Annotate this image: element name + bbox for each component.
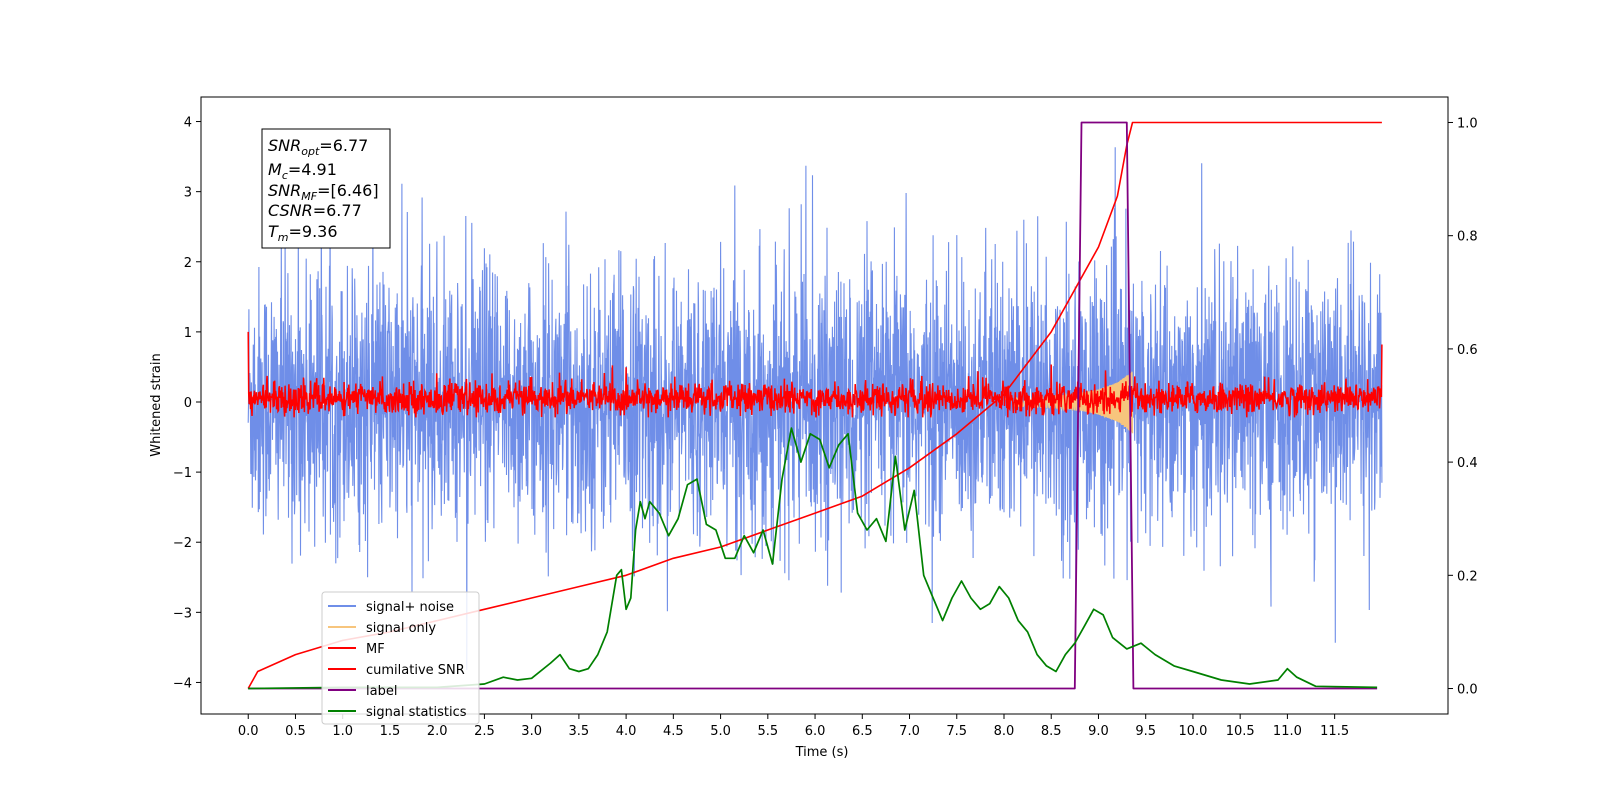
x-tick-label: 9.5	[1135, 724, 1156, 739]
svg-text:SNRMF=[6.46]: SNRMF=[6.46]	[268, 181, 379, 203]
info-csnr: 6.77	[326, 201, 362, 220]
x-tick-label: 10.5	[1226, 724, 1255, 739]
info-mc: 4.91	[301, 160, 337, 179]
legend-label: signal+ noise	[366, 600, 454, 615]
x-tick-label: 5.0	[710, 724, 731, 739]
x-tick-label: 8.5	[1041, 724, 1062, 739]
y-axis-right: 0.0 0.2 0.4 0.6 0.8 1.0	[1448, 116, 1478, 698]
y-left-tick-label: −3	[173, 606, 192, 621]
y-axis-title: Whitened strain	[149, 353, 164, 456]
x-tick-label: 11.5	[1320, 724, 1349, 739]
y-left-tick-label: 2	[184, 256, 192, 271]
x-tick-label: 4.0	[616, 724, 637, 739]
series-mf	[247, 331, 1383, 418]
x-tick-label: 0.0	[238, 724, 259, 739]
x-tick-label: 9.0	[1088, 724, 1109, 739]
x-tick-label: 7.5	[946, 724, 967, 739]
legend-label: signal only	[366, 621, 436, 636]
info-snr-opt: 6.77	[333, 136, 369, 155]
x-tick-label: 1.0	[332, 724, 353, 739]
series-signal-noise	[247, 147, 1383, 670]
y-left-tick-label: −4	[173, 676, 192, 691]
info-box: SNRopt=6.77 Mc=4.91 SNRMF=[6.46] CSNR=6.…	[261, 128, 391, 249]
x-tick-label: 4.5	[663, 724, 684, 739]
y-left-tick-label: 3	[184, 186, 192, 201]
y-left-tick-label: 1	[184, 326, 192, 341]
series-label	[248, 121, 1378, 690]
y-right-tick-label: 0.0	[1457, 683, 1478, 698]
y-right-tick-label: 1.0	[1457, 116, 1478, 131]
legend-label: cumilative SNR	[366, 663, 465, 678]
series-signal-statistics	[248, 427, 1378, 690]
legend-label: MF	[366, 642, 385, 657]
y-right-tick-label: 0.4	[1457, 456, 1478, 471]
x-tick-label: 6.0	[805, 724, 826, 739]
x-tick-label: 1.5	[380, 724, 401, 739]
svg-text:Mc=4.91: Mc=4.91	[268, 160, 337, 182]
y-right-tick-label: 0.2	[1457, 569, 1478, 584]
y-left-tick-label: 4	[184, 116, 192, 131]
svg-text:SNRopt=6.77: SNRopt=6.77	[268, 136, 368, 158]
plot-frame	[200, 96, 1449, 715]
svg-text:Tm=9.36: Tm=9.36	[268, 222, 338, 244]
x-tick-label: 5.5	[757, 724, 778, 739]
x-tick-label: 2.0	[427, 724, 448, 739]
x-tick-label: 7.0	[899, 724, 920, 739]
x-tick-label: 3.5	[569, 724, 590, 739]
x-tick-label: 0.5	[285, 724, 306, 739]
y-right-tick-label: 0.8	[1457, 230, 1478, 245]
x-axis: 0.0 0.5 1.0 1.5 2.0 2.5 3.0 3.5 4.0 4.5 5.0 5.5 6.0 6…	[238, 714, 1349, 739]
svg-text:CSNR=6.77: CSNR=6.77	[268, 201, 362, 220]
legend-label: label	[366, 684, 397, 699]
y-axis-left: −4 −3 −2 −1 0 1 2 3 4	[173, 116, 201, 691]
info-snr-mf: [6.46]	[330, 181, 378, 200]
y-left-tick-label: −1	[173, 466, 192, 481]
y-right-tick-label: 0.6	[1457, 343, 1478, 358]
x-tick-label: 6.5	[852, 724, 873, 739]
legend-label: signal statistics	[366, 705, 467, 720]
x-axis-title: Time (s)	[795, 745, 849, 760]
info-tm: 9.36	[302, 222, 338, 241]
y-left-tick-label: −2	[173, 536, 192, 551]
x-tick-label: 8.0	[994, 724, 1015, 739]
legend: signal+ noise signal only MF cumilative SNR…	[321, 591, 480, 725]
x-tick-label: 11.0	[1273, 724, 1302, 739]
x-tick-label: 3.0	[521, 724, 542, 739]
x-tick-label: 2.5	[474, 724, 495, 739]
x-tick-label: 10.0	[1178, 724, 1207, 739]
y-left-tick-label: 0	[184, 396, 192, 411]
